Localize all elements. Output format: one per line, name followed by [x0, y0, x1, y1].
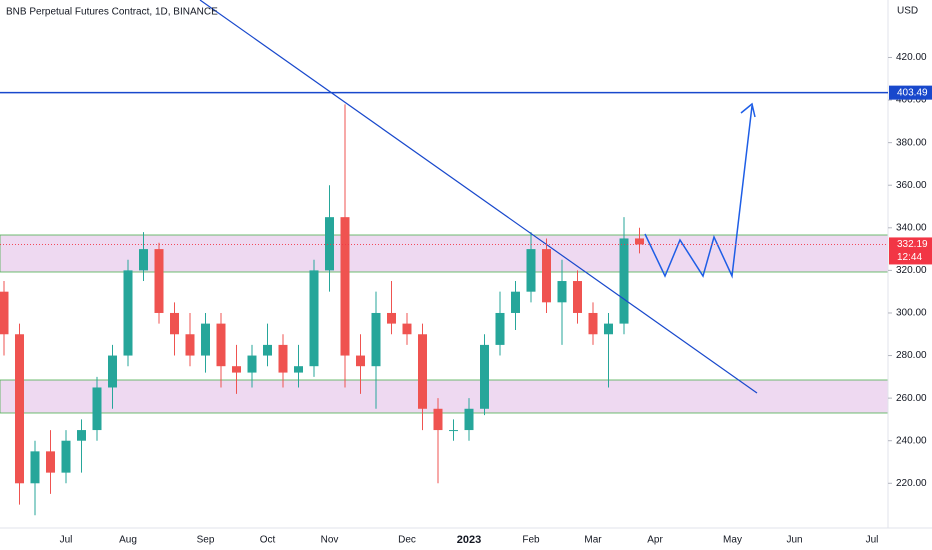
x-tick-label: Dec	[398, 535, 416, 546]
x-tick-label: Apr	[647, 535, 663, 546]
x-tick-label: Nov	[321, 535, 339, 546]
y-tick-label: 260.00	[896, 393, 927, 404]
countdown-label: 12:44	[897, 252, 922, 263]
candle-body	[77, 430, 86, 441]
candle-body	[402, 323, 412, 335]
candle-body	[154, 249, 164, 313]
horizontal-line-tag	[889, 85, 932, 100]
x-tick-label: Jul	[866, 535, 879, 546]
candle-body	[185, 334, 195, 356]
candle-body	[216, 323, 226, 367]
x-tick-label: May	[723, 535, 742, 546]
candle-body	[464, 408, 474, 431]
candle-body	[387, 312, 396, 324]
y-tick-label: 420.00	[896, 52, 927, 63]
support-zone	[0, 379, 889, 414]
currency-label: USD	[897, 6, 918, 17]
candle-body	[449, 430, 458, 432]
y-tick-label: 220.00	[896, 478, 927, 489]
y-tick-label: 320.00	[896, 265, 927, 276]
candle-body	[294, 366, 303, 373]
x-tick-label: Jul	[60, 535, 73, 546]
candle-body	[108, 355, 117, 388]
candle-body	[201, 323, 210, 356]
y-tick-label: 240.00	[896, 435, 927, 446]
last-price-label: 332.19	[897, 239, 928, 250]
projection-arrowhead	[740, 102, 756, 118]
y-tick-label: 380.00	[896, 137, 927, 148]
candle-body	[30, 451, 40, 484]
y-tick-label: 400.00	[896, 95, 927, 106]
y-tick-label: 340.00	[896, 222, 927, 233]
candle-body	[557, 281, 567, 303]
candle-body	[340, 217, 350, 356]
x-tick-label: Feb	[522, 535, 540, 546]
candle-body	[604, 323, 613, 335]
chart-title: BNB Perpetual Futures Contract, 1D, BINA…	[6, 7, 218, 18]
candle-body	[526, 249, 536, 292]
candle-body	[433, 408, 443, 431]
candle-body	[418, 334, 427, 409]
x-tick-label: Sep	[197, 535, 215, 546]
candle-body	[263, 344, 272, 356]
candle-body	[46, 451, 55, 473]
x-tick-label: Aug	[119, 535, 137, 546]
y-tick-label: 280.00	[896, 350, 927, 361]
candle-body	[588, 312, 598, 335]
candle-body	[325, 217, 334, 271]
candle-body	[356, 355, 365, 367]
candle-body	[139, 249, 148, 271]
x-tick-label: Jun	[786, 535, 802, 546]
horizontal-line-label: 403.49	[897, 87, 928, 98]
candle-body	[480, 344, 489, 409]
candle-body	[278, 344, 288, 373]
candle-body	[15, 334, 24, 484]
y-tick-label: 300.00	[896, 308, 927, 319]
candle-body	[619, 238, 629, 324]
y-tick-label: 360.00	[896, 180, 927, 191]
candle-body	[232, 366, 241, 373]
trend-line	[199, 0, 758, 394]
candle-body	[495, 312, 505, 345]
candle-body	[92, 387, 102, 431]
projection-path	[644, 105, 753, 279]
candle-body	[511, 291, 520, 313]
candle-body	[247, 355, 257, 373]
candle-body	[123, 270, 133, 356]
candle-body	[635, 238, 644, 245]
candle-body	[170, 312, 179, 335]
candle-body	[542, 249, 551, 303]
x-tick-label: 2023	[457, 534, 481, 546]
x-tick-label: Oct	[260, 535, 276, 546]
candle-body	[61, 440, 71, 473]
candle-body	[573, 281, 582, 313]
last-price-tag	[889, 237, 932, 265]
resistance-zone	[0, 234, 889, 273]
candle-body	[0, 291, 9, 335]
candle-body	[371, 312, 381, 367]
x-tick-label: Mar	[584, 535, 602, 546]
candle-body	[309, 270, 319, 367]
